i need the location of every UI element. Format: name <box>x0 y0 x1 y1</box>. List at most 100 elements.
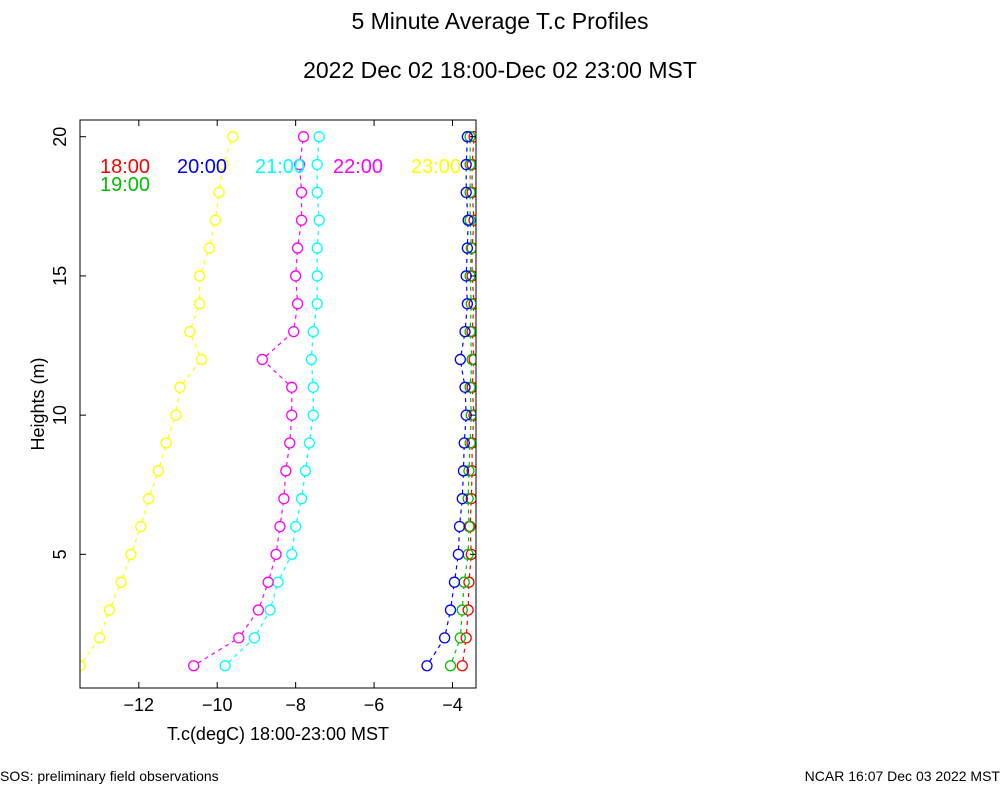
series-segment <box>460 364 465 383</box>
data-point <box>311 270 323 282</box>
data-point <box>464 186 476 199</box>
series-segment <box>467 587 470 606</box>
x-tick-label: −8 <box>285 695 306 715</box>
data-point <box>444 660 457 672</box>
data-point <box>152 465 165 477</box>
data-point <box>262 576 274 588</box>
series-segment <box>461 475 464 494</box>
series-segment <box>200 252 209 272</box>
series-segment <box>311 364 314 383</box>
data-point <box>307 325 319 338</box>
series-segment <box>299 141 304 160</box>
data-point <box>288 325 300 338</box>
footer-source-note: SOS: preliminary field observations <box>0 768 219 784</box>
data-point <box>456 660 468 672</box>
data-point <box>463 465 475 477</box>
series-2100 <box>219 131 325 672</box>
data-point <box>284 437 296 449</box>
data-point <box>278 493 290 505</box>
series-segment <box>462 587 465 606</box>
data-point <box>465 548 476 561</box>
data-point <box>264 604 276 616</box>
chart-subtitle: 2022 Dec 02 18:00-Dec 02 23:00 MST <box>303 57 697 83</box>
series-segment <box>469 308 472 327</box>
x-tick-label: −4 <box>442 695 463 715</box>
chart-title: 5 Minute Average T.c Profiles <box>351 8 649 34</box>
legend-entry: 19:00 <box>100 174 150 196</box>
y-tick-label: 5 <box>50 549 70 559</box>
series-segment <box>469 531 472 550</box>
data-point <box>462 604 474 616</box>
series-segment <box>197 639 235 664</box>
series-segment <box>291 531 296 550</box>
series-segment <box>469 364 473 383</box>
series-segment <box>471 392 475 411</box>
series-segment <box>451 642 460 662</box>
data-point <box>454 353 466 366</box>
data-point <box>170 409 182 421</box>
data-point <box>227 131 239 143</box>
series-segment <box>215 197 220 216</box>
data-point <box>195 353 208 366</box>
data-point <box>461 298 474 310</box>
data-point <box>468 409 476 421</box>
data-point <box>313 131 325 143</box>
series-segment <box>228 640 252 663</box>
series-segment <box>299 169 302 188</box>
x-tick-label: −6 <box>364 695 385 715</box>
series-segment <box>468 559 472 578</box>
series-layer <box>80 131 476 672</box>
data-point <box>460 632 472 644</box>
series-segment <box>467 503 470 522</box>
series-segment <box>301 475 306 494</box>
data-point <box>457 465 470 477</box>
series-segment <box>464 392 467 411</box>
series-segment <box>280 503 284 522</box>
series-segment <box>465 280 468 299</box>
data-point <box>188 660 200 672</box>
x-tick-label: −12 <box>124 695 155 715</box>
series-1900 <box>444 131 476 672</box>
x-tick-label: −10 <box>202 695 233 715</box>
series-segment <box>468 447 471 466</box>
series-segment <box>465 197 469 216</box>
series-segment <box>469 336 473 355</box>
series-segment <box>464 559 469 578</box>
data-point <box>299 465 312 477</box>
data-point <box>252 604 265 616</box>
data-point <box>274 520 286 533</box>
series-segment <box>141 503 148 522</box>
series-segment <box>268 559 276 578</box>
data-point <box>295 186 308 199</box>
series-2300 <box>80 131 239 672</box>
series-segment <box>429 641 443 662</box>
data-point <box>80 660 86 672</box>
data-point <box>203 242 216 254</box>
series-segment <box>259 586 268 606</box>
data-point <box>193 270 206 282</box>
data-point <box>313 214 325 226</box>
series-segment <box>313 308 318 327</box>
series-segment <box>167 419 175 439</box>
series-segment <box>464 308 468 327</box>
data-point <box>448 576 461 588</box>
data-point <box>464 158 476 171</box>
series-segment <box>224 141 232 161</box>
data-point <box>256 353 268 366</box>
series-segment <box>296 503 302 522</box>
series-segment <box>467 531 470 550</box>
legend-entry: 21:00 <box>255 156 305 178</box>
series-segment <box>471 197 475 216</box>
data-point <box>115 576 127 588</box>
data-point <box>311 242 323 254</box>
series-segment <box>100 614 109 634</box>
data-point <box>270 548 282 561</box>
legend-entry: 23:00 <box>411 156 461 178</box>
series-segment <box>316 225 320 244</box>
data-point <box>213 186 225 199</box>
y-tick-label: 15 <box>50 266 70 286</box>
series-segment <box>295 253 298 271</box>
y-axis-label: Heights (m) <box>28 357 48 450</box>
data-point <box>462 493 474 505</box>
data-point <box>464 437 476 449</box>
